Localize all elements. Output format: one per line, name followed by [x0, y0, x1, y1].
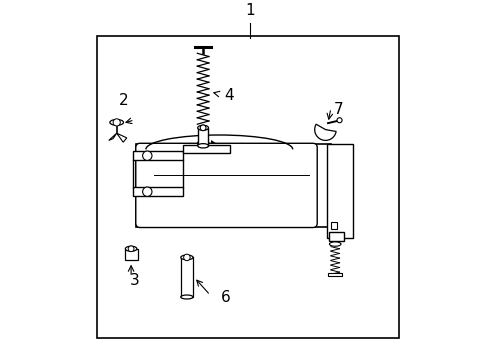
Bar [133, 187, 183, 196]
Bar [328, 232, 343, 241]
Bar [326, 144, 352, 238]
Bar [181, 257, 193, 297]
Wedge shape [314, 124, 335, 140]
Text: 2: 2 [119, 93, 128, 108]
FancyBboxPatch shape [136, 143, 317, 228]
Text: 6: 6 [221, 289, 230, 305]
Circle shape [113, 119, 120, 126]
Ellipse shape [197, 125, 208, 130]
Polygon shape [117, 133, 126, 142]
Ellipse shape [181, 255, 193, 260]
Circle shape [336, 118, 342, 123]
Bar [197, 128, 208, 146]
Bar [327, 273, 342, 276]
Ellipse shape [125, 246, 137, 251]
Polygon shape [136, 144, 330, 227]
Circle shape [142, 151, 152, 161]
Bar [124, 249, 137, 260]
Bar [183, 145, 230, 153]
Circle shape [128, 246, 134, 252]
Text: 5: 5 [224, 145, 234, 161]
Ellipse shape [197, 144, 208, 148]
Circle shape [142, 187, 152, 197]
Bar [330, 222, 337, 229]
Ellipse shape [197, 141, 208, 146]
Text: 1: 1 [244, 3, 254, 18]
Bar [133, 151, 183, 160]
Bar [97, 36, 399, 338]
Circle shape [200, 125, 205, 131]
Text: 3: 3 [129, 273, 139, 288]
Ellipse shape [181, 295, 193, 299]
Text: 7: 7 [333, 102, 342, 117]
Text: 4: 4 [224, 88, 234, 103]
Circle shape [183, 254, 190, 261]
Ellipse shape [329, 242, 340, 246]
Polygon shape [108, 133, 117, 140]
Ellipse shape [110, 120, 123, 125]
